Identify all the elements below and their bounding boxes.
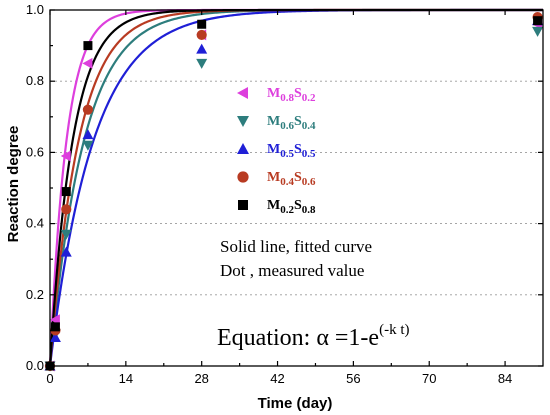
data-point-triangle-up — [60, 246, 72, 257]
x-tick-label: 28 — [194, 371, 208, 386]
fitted-curves — [48, 8, 543, 367]
data-point-triangle-left — [60, 150, 71, 162]
legend: M0.8S0.2 M0.6S0.4 M0.5S0.5 M0.4S0.6 M0.2S0.8 — [237, 86, 316, 216]
y-tick-label: 1.0 — [26, 2, 44, 17]
legend-label: M0.8S0.2 — [267, 86, 316, 104]
x-tick-label: 56 — [346, 371, 360, 386]
fitted-curve — [48, 8, 543, 367]
x-tick-label: 14 — [119, 371, 133, 386]
note-measured-value: Dot , measured value — [220, 261, 364, 280]
legend-label: M0.4S0.6 — [267, 170, 316, 188]
y-tick-label: 0.6 — [26, 144, 44, 159]
data-point-square — [61, 187, 71, 197]
fitted-curve — [48, 8, 543, 367]
data-point-triangle-down — [196, 58, 208, 69]
x-tick-label: 84 — [498, 371, 512, 386]
equation-main: Equation: α =1-e — [217, 325, 379, 351]
y-tick-label: 0.0 — [26, 358, 44, 373]
data-point-triangle-down — [60, 229, 72, 240]
data-point-triangle-up — [196, 43, 208, 54]
data-point-triangle-left — [82, 57, 93, 69]
x-tick-label: 42 — [270, 371, 284, 386]
data-point-triangle-down — [237, 116, 249, 127]
x-axis-title: Time (day) — [258, 395, 333, 412]
plot-frame — [49, 9, 544, 367]
grid-lines — [50, 80, 543, 296]
data-point-triangle-down — [82, 140, 94, 151]
data-point-triangle-left — [237, 87, 248, 99]
data-point-circle — [237, 171, 249, 183]
data-point-square — [197, 19, 207, 29]
fitted-curve — [48, 8, 543, 367]
y-tick-label: 0.2 — [26, 287, 44, 302]
note-fitted-curve: Solid line, fitted curve — [220, 237, 372, 256]
data-point-square — [50, 322, 60, 332]
data-point-circle — [196, 29, 207, 41]
x-tick-label: 0 — [46, 371, 53, 386]
measured-points — [44, 12, 544, 372]
data-point-square — [238, 200, 248, 210]
data-point-triangle-down — [532, 26, 544, 37]
equation-exponent: (-k t) — [379, 322, 409, 338]
legend-label: M0.2S0.8 — [267, 198, 316, 216]
axes: 0 14 28 42 56 70 84 0.0 0.2 0.4 0.6 0.8 1.0 — [26, 2, 544, 386]
y-axis-title: Reaction degree — [5, 126, 22, 243]
y-tick-label: 0.4 — [26, 216, 44, 231]
data-point-triangle-up — [49, 332, 61, 343]
data-point-square — [83, 41, 93, 51]
data-point-square — [533, 16, 543, 26]
fitted-curve — [48, 8, 543, 367]
legend-label: M0.6S0.4 — [267, 114, 316, 132]
data-point-triangle-up — [82, 129, 94, 140]
x-tick-label: 70 — [422, 371, 436, 386]
equation-text: Equation: α =1-e(-k t) — [217, 322, 409, 351]
data-point-circle — [61, 204, 72, 215]
data-point-circle — [82, 104, 94, 115]
data-point-triangle-up — [237, 143, 249, 154]
fitted-curve — [48, 8, 543, 367]
y-tick-label: 0.8 — [26, 73, 44, 88]
legend-label: M0.5S0.5 — [267, 142, 316, 160]
